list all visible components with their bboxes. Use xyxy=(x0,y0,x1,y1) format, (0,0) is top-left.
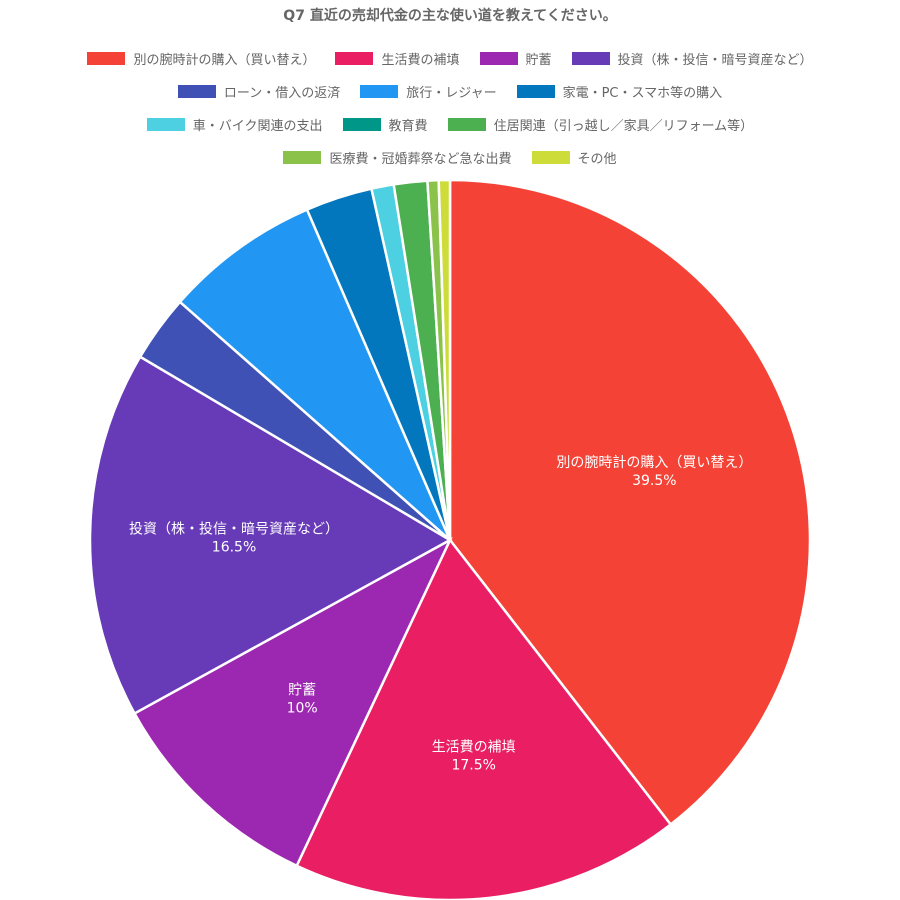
legend-label: その他 xyxy=(577,152,617,167)
legend-label: 生活費の補填 xyxy=(381,53,460,68)
pie-slice[interactable] xyxy=(132,537,453,868)
legend-swatch xyxy=(335,52,374,65)
legend-row: 車・バイク関連の支出 教育費 住居関連（引っ越し／家具／リフォーム等） xyxy=(10,108,890,141)
legend-item[interactable]: 旅行・レジャー xyxy=(360,82,497,101)
legend-label: 車・バイク関連の支出 xyxy=(192,119,323,134)
legend-label: 旅行・レジャー xyxy=(406,86,497,101)
slice-label-name: 生活費の補填 xyxy=(432,740,516,756)
legend-item[interactable]: 住居関連（引っ越し／家具／リフォーム等） xyxy=(447,115,754,134)
legend-row: ローン・借入の返済 旅行・レジャー 家電・PC・スマホ等の購入 xyxy=(10,75,890,108)
legend-swatch xyxy=(177,85,216,98)
legend-swatch xyxy=(479,52,518,65)
legend-swatch xyxy=(87,52,126,65)
legend-item[interactable]: 家電・PC・スマホ等の購入 xyxy=(516,82,723,101)
legend-label: ローン・借入の返済 xyxy=(223,86,341,101)
legend-label: 医療費・冠婚葬祭など急な出費 xyxy=(329,152,512,167)
legend-item[interactable]: 医療費・冠婚葬祭など急な出費 xyxy=(283,148,512,167)
legend-label: 家電・PC・スマホ等の購入 xyxy=(562,86,723,101)
pie-slice[interactable] xyxy=(448,178,812,827)
legend-row: 医療費・冠婚葬祭など急な出費 その他 xyxy=(10,141,890,174)
pie-slice[interactable] xyxy=(295,537,673,900)
legend-swatch xyxy=(447,118,486,131)
legend-swatch xyxy=(516,85,555,98)
chart-title: Q7 直近の売却代金の主な使い道を教えてください。 xyxy=(283,8,617,24)
legend-label: 教育費 xyxy=(388,119,428,134)
slice-label-value: 39.5% xyxy=(632,473,676,489)
legend-label: 貯蓄 xyxy=(525,53,552,68)
legend-item[interactable]: 教育費 xyxy=(342,115,428,134)
chart-legend: 別の腕時計の購入（買い替え） 生活費の補填 貯蓄 投資（株・投信・暗号資産など）… xyxy=(10,42,890,174)
legend-row: 別の腕時計の購入（買い替え） 生活費の補填 貯蓄 投資（株・投信・暗号資産など） xyxy=(10,42,890,75)
legend-label: 住居関連（引っ越し／家具／リフォーム等） xyxy=(493,119,754,134)
legend-swatch xyxy=(360,85,399,98)
slice-label-value: 16.5% xyxy=(212,540,256,556)
slice-label-value: 17.5% xyxy=(451,758,495,774)
legend-item[interactable]: 別の腕時計の購入（買い替え） xyxy=(87,49,315,68)
legend-swatch xyxy=(283,151,322,164)
legend-item[interactable]: 貯蓄 xyxy=(479,49,552,68)
pie-slice[interactable] xyxy=(88,355,453,716)
legend-item[interactable]: 生活費の補填 xyxy=(335,49,460,68)
slice-label-name: 投資（株・投信・暗号資産など） xyxy=(129,522,339,538)
pie-slice[interactable] xyxy=(178,207,452,541)
slice-label-name: 貯蓄 xyxy=(288,682,316,698)
pie-data-labels: 別の腕時計の購入（買い替え） 39.5% 生活費の補填 17.5% 貯蓄 10% 投資（株・… xyxy=(129,455,752,774)
legend-item[interactable]: その他 xyxy=(531,148,617,167)
legend-swatch xyxy=(531,151,570,164)
pie-slice[interactable] xyxy=(437,178,452,541)
slice-label-name: 別の腕時計の購入（買い替え） xyxy=(556,455,752,471)
legend-item[interactable]: 投資（株・投信・暗号資産など） xyxy=(571,49,813,68)
legend-swatch xyxy=(571,52,610,65)
pie-slices xyxy=(88,178,812,900)
slice-label-value: 10% xyxy=(287,700,318,716)
legend-swatch xyxy=(146,118,185,131)
legend-item[interactable]: 車・バイク関連の支出 xyxy=(146,115,323,134)
legend-item[interactable]: ローン・借入の返済 xyxy=(177,82,341,101)
legend-label: 別の腕時計の購入（買い替え） xyxy=(133,53,316,68)
legend-swatch xyxy=(342,118,381,131)
legend-label: 投資（株・投信・暗号資産など） xyxy=(617,53,813,68)
